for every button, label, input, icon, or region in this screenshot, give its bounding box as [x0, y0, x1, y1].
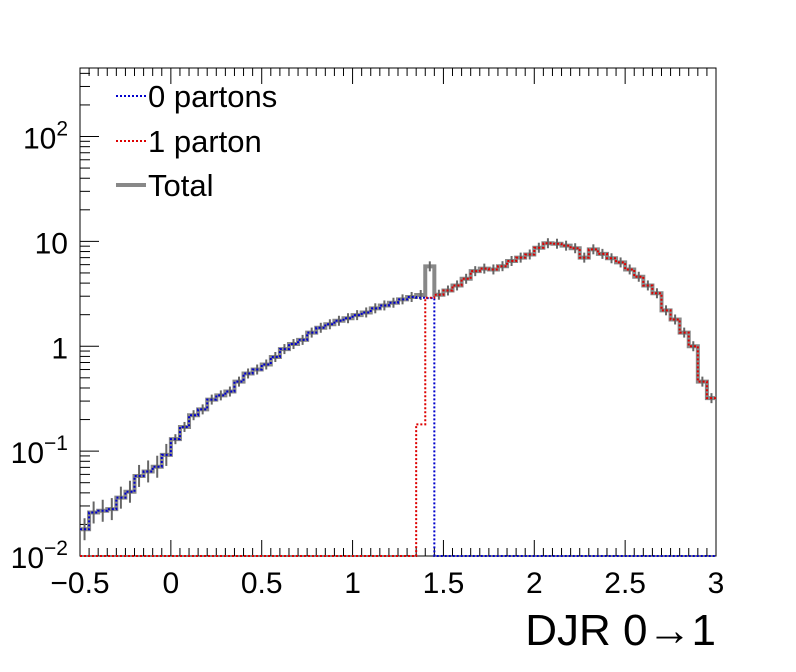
- x-tick-label: 0: [163, 567, 180, 600]
- series-total: [80, 238, 716, 541]
- histogram-series: [80, 238, 716, 557]
- x-tick-label: 1.5: [423, 567, 465, 600]
- legend-label: 1 parton: [148, 124, 262, 159]
- legend-label: 0 partons: [148, 79, 277, 114]
- series-step-line: [80, 295, 716, 557]
- series-step-line: [80, 241, 716, 532]
- x-tick-labels: −0.5 0 0.5 1 1.5 2 2.5 3: [50, 567, 724, 600]
- x-tick-label: 1: [344, 567, 361, 600]
- series-0-partons: [80, 295, 716, 557]
- x-tick-label: 3: [708, 567, 725, 600]
- legend: 0 partons 1 parton Total: [116, 79, 277, 203]
- x-axis-title: DJR 0→1: [525, 606, 716, 655]
- x-tick-label: 0.5: [241, 567, 283, 600]
- series-1-parton: [80, 242, 716, 557]
- legend-label: Total: [148, 168, 213, 203]
- series-step-line: [80, 242, 716, 557]
- y-tick-label: 10−1: [11, 432, 68, 470]
- y-tick-label: 10: [35, 227, 68, 260]
- x-tick-label: 2: [526, 567, 543, 600]
- y-tick-label: 1: [51, 332, 68, 365]
- x-tick-label: −0.5: [50, 567, 109, 600]
- x-tick-label: 2.5: [604, 567, 646, 600]
- y-tick-label: 102: [23, 118, 68, 156]
- y-tick-labels: 10−2 10−1 1 10 102: [11, 118, 68, 575]
- y-tick-label: 10−2: [11, 537, 68, 575]
- axis-ticks: [79, 68, 717, 557]
